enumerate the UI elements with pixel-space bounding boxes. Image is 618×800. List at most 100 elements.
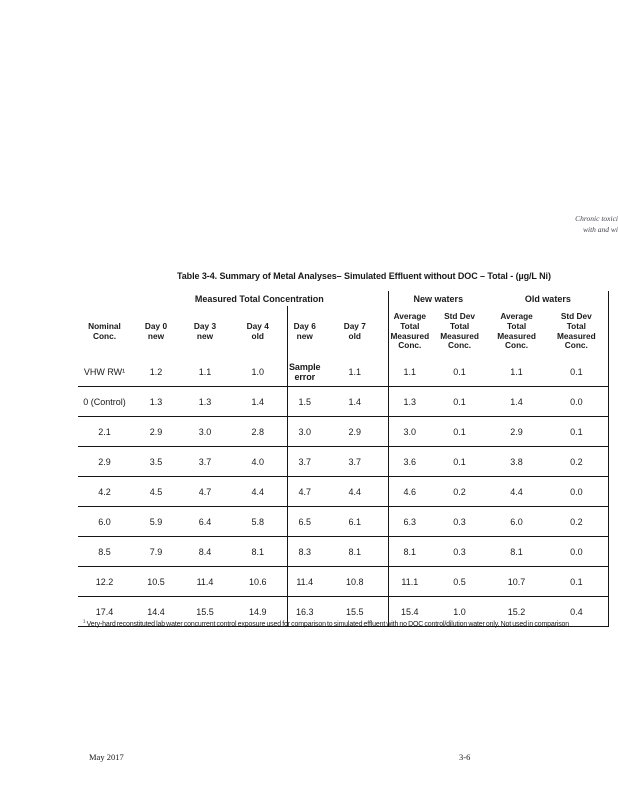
- value-cell: 0.2: [545, 506, 609, 537]
- footer-page-number: 3-6: [459, 752, 471, 762]
- value-cell: 5.8: [229, 506, 288, 537]
- value-cell: 14.4: [131, 596, 181, 627]
- value-cell: 14.9: [229, 596, 288, 627]
- table-row: 12.2 10.5 11.4 10.6 11.4 10.8 11.1 0.5 10.7 0.1: [78, 566, 609, 597]
- value-cell: 2.9: [322, 416, 389, 447]
- value-cell: 1.4: [322, 386, 389, 417]
- table-row: 4.2 4.5 4.7 4.4 4.7 4.4 4.6 0.2 4.4 0.0: [78, 476, 609, 507]
- value-cell: 3.0: [287, 416, 322, 447]
- value-cell: 1.5: [287, 386, 322, 417]
- value-cell: 1.1: [322, 357, 389, 387]
- metal-analyses-table: Measured Total Concentration New waters …: [78, 291, 609, 627]
- footnote-text: Very-hard reconstituted lab water concur…: [86, 621, 570, 628]
- nominal-conc-cell: 2.1: [78, 416, 131, 447]
- value-cell: 15.2: [488, 596, 546, 627]
- footnote-marker: 1: [83, 618, 86, 624]
- value-cell: 8.1: [388, 536, 432, 567]
- value-cell: 11.4: [181, 566, 229, 597]
- value-cell: 6.4: [181, 506, 229, 537]
- value-cell: 0.4: [545, 596, 609, 627]
- value-cell: 8.4: [181, 536, 229, 567]
- value-cell: 3.5: [131, 446, 181, 477]
- value-cell: 0.1: [545, 416, 609, 447]
- value-cell: 2.9: [131, 416, 181, 447]
- value-cell: 4.4: [322, 476, 389, 507]
- value-cell: 8.1: [229, 536, 288, 567]
- value-cell: 4.7: [181, 476, 229, 507]
- value-cell: 1.4: [488, 386, 546, 417]
- value-cell: 0.1: [431, 416, 489, 447]
- value-cell: 0.2: [431, 476, 489, 507]
- value-cell: 4.4: [488, 476, 546, 507]
- group-header-spacer: [78, 291, 131, 306]
- footnote: 1 Very-hard reconstituted lab water conc…: [83, 618, 570, 628]
- column-header-new-stddev: Std Dev Total Measured Conc.: [440, 310, 479, 351]
- column-header-day4-old: Day 4 old: [229, 306, 288, 357]
- column-header-row: Nominal Conc. Day 0 new Day 3 new Day 4 …: [78, 306, 609, 357]
- column-header-nominal-conc: Nominal Conc.: [88, 320, 121, 341]
- metal-analyses-table-wrap: Measured Total Concentration New waters …: [78, 291, 609, 627]
- value-cell: 10.8: [322, 566, 389, 597]
- column-header-day3-new: Day 3 new: [193, 320, 217, 341]
- value-cell: 5.9: [131, 506, 181, 537]
- table-body: VHW RW¹ 1.2 1.1 1.0 Sample error 1.1 1.1 0.1 1.1…: [78, 357, 609, 627]
- value-cell: 0.1: [431, 446, 489, 477]
- nominal-conc-cell: 2.9: [78, 446, 131, 477]
- group-header-measured: Measured Total Concentration: [131, 291, 389, 306]
- value-cell: 10.5: [131, 566, 181, 597]
- nominal-conc-cell: 0 (Control): [78, 386, 131, 417]
- value-cell: Sample error: [287, 357, 322, 387]
- value-cell: 8.1: [488, 536, 546, 567]
- value-cell: 3.7: [181, 446, 229, 477]
- value-cell: 8.1: [322, 536, 389, 567]
- nominal-conc-cell: 17.4: [78, 596, 131, 627]
- value-cell: 1.3: [131, 386, 181, 417]
- nominal-conc-cell: VHW RW¹: [78, 357, 131, 387]
- table-row: VHW RW¹ 1.2 1.1 1.0 Sample error 1.1 1.1 0.1 1.1…: [78, 357, 609, 387]
- value-cell: 1.0: [431, 596, 489, 627]
- value-cell: 3.0: [388, 416, 432, 447]
- value-cell: 0.1: [431, 357, 489, 387]
- value-cell: 1.2: [131, 357, 181, 387]
- value-cell: 7.9: [131, 536, 181, 567]
- value-cell: 4.4: [229, 476, 288, 507]
- column-header-day7-old: Day 7 old: [322, 306, 389, 357]
- running-header-line2: with and wi: [582, 225, 618, 234]
- group-header-new-waters: New waters: [413, 293, 464, 304]
- table-row: 0 (Control) 1.3 1.3 1.4 1.5 1.4 1.3 0.1 1.4 0.0: [78, 386, 609, 417]
- table-row: 8.5 7.9 8.4 8.1 8.3 8.1 8.1 0.3 8.1 0.0: [78, 536, 609, 567]
- value-cell: 8.3: [287, 536, 322, 567]
- value-cell: 6.5: [287, 506, 322, 537]
- value-cell: 0.0: [545, 536, 609, 567]
- value-cell: 10.6: [229, 566, 288, 597]
- nominal-conc-cell: 4.2: [78, 476, 131, 507]
- value-cell: 15.5: [181, 596, 229, 627]
- value-cell: 3.0: [181, 416, 229, 447]
- value-cell: 0.3: [431, 506, 489, 537]
- nominal-conc-cell: 12.2: [78, 566, 131, 597]
- column-header-new-avg: Average Total Measured Conc.: [390, 310, 430, 351]
- value-cell: 4.7: [287, 476, 322, 507]
- table-row: 6.0 5.9 6.4 5.8 6.5 6.1 6.3 0.3 6.0 0.2: [78, 506, 609, 537]
- value-cell: 0.0: [545, 476, 609, 507]
- nominal-conc-cell: 6.0: [78, 506, 131, 537]
- value-cell: 0.1: [545, 357, 609, 387]
- nominal-conc-cell: 8.5: [78, 536, 131, 567]
- value-cell: 1.3: [181, 386, 229, 417]
- value-cell: 3.8: [488, 446, 546, 477]
- table-row: 2.9 3.5 3.7 4.0 3.7 3.7 3.6 0.1 3.8 0.2: [78, 446, 609, 477]
- running-header: Chronic toxici with and wi: [575, 213, 618, 235]
- value-cell: 10.7: [488, 566, 546, 597]
- value-cell: 6.3: [388, 506, 432, 537]
- table-row: 2.1 2.9 3.0 2.8 3.0 2.9 3.0 0.1 2.9 0.1: [78, 416, 609, 447]
- value-cell: 0.3: [431, 536, 489, 567]
- table-row: 17.4 14.4 15.5 14.9 16.3 15.5 15.4 1.0 15.2 0.4: [78, 596, 609, 627]
- value-cell: 1.1: [488, 357, 546, 387]
- value-cell: 11.1: [388, 566, 432, 597]
- table-title: Table 3-4. Summary of Metal Analyses– Si…: [177, 271, 551, 281]
- value-cell: 0.1: [545, 566, 609, 597]
- value-cell: 1.0: [229, 357, 288, 387]
- value-cell: 0.5: [431, 566, 489, 597]
- value-cell: 3.6: [388, 446, 432, 477]
